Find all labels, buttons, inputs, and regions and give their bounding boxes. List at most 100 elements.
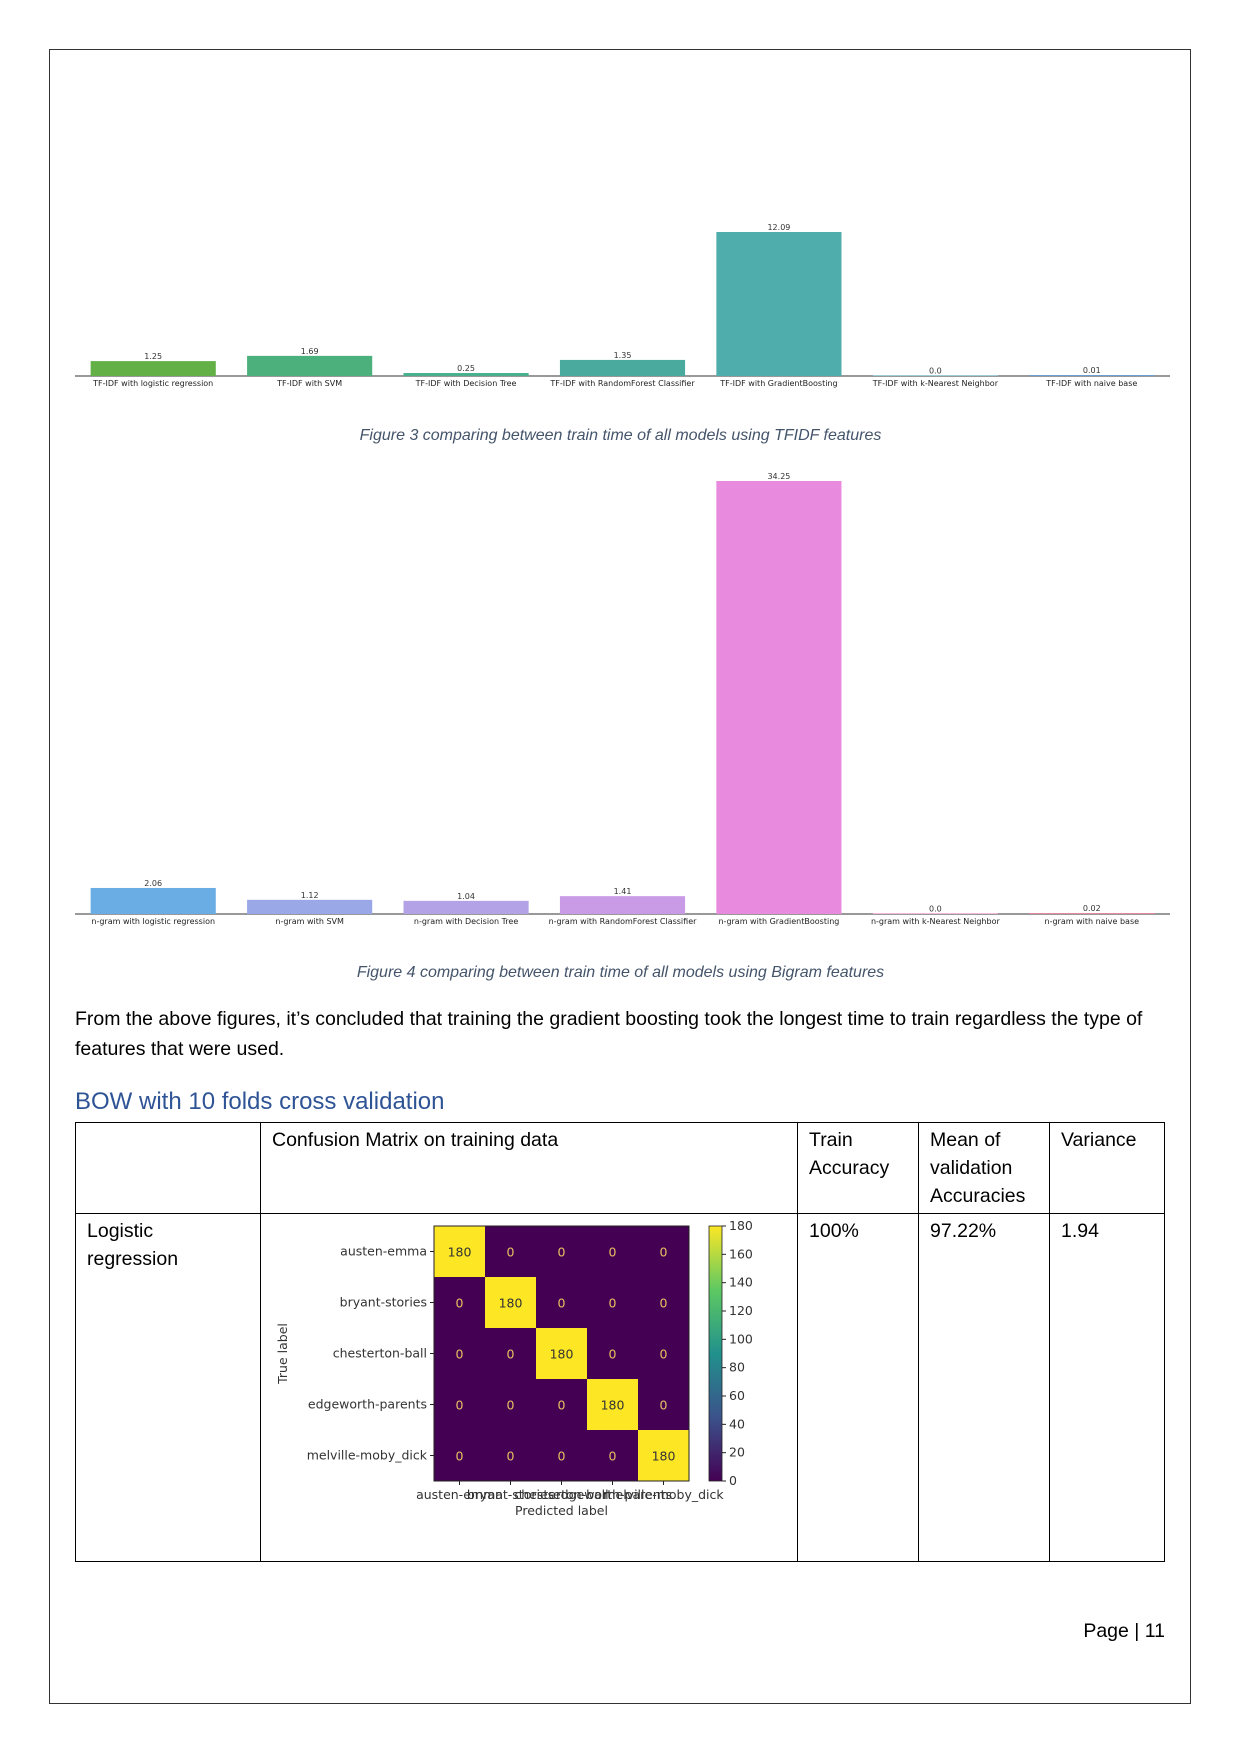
- confusion-matrix-svg: 180 0 0 0 0 0 180 0 0 0 0 0 180 0 0 0 0 0 180 0 0 0 0 0 180 auste…: [275, 1218, 753, 1518]
- figure-4-value-label: 2.06: [144, 879, 162, 888]
- cm-y-tick-label: chesterton-ball: [333, 1346, 427, 1361]
- cm-cell: [638, 1379, 689, 1430]
- figure-3-svg: 1.25 TF-IDF with logistic regression 1.69 T…: [75, 223, 1170, 388]
- figure-3-value-label: 1.69: [301, 347, 319, 356]
- figure-3-bar: [403, 373, 529, 376]
- figure-4-bar: [247, 899, 373, 914]
- cm-x-tick-label: bryant-stories: [467, 1487, 554, 1502]
- header-variance: Variance: [1049, 1122, 1165, 1214]
- figure-4-value-label: 1.41: [614, 887, 632, 896]
- table-row: Logistic regression 180 0 0 0 0 0 180 0 0 0 0 0 180 0…: [75, 1213, 1165, 1562]
- figure-4-tick-label: n-gram with SVM: [275, 917, 344, 926]
- cm-cell-value: 0: [558, 1449, 566, 1464]
- cm-cell: [485, 1328, 536, 1379]
- cm-cell: [536, 1277, 587, 1328]
- figure-3-tick-label: TF-IDF with Decision Tree: [415, 379, 517, 388]
- cm-y-tick-label: bryant-stories: [340, 1295, 427, 1310]
- page-number: Page | 11: [1083, 1620, 1165, 1642]
- cm-y-tick-label: melville-moby_dick: [307, 1448, 428, 1463]
- cm-cell-value: 0: [507, 1245, 515, 1260]
- colorbar-tick-label: 20: [729, 1445, 745, 1460]
- cm-cell: [638, 1277, 689, 1328]
- cm-cell: [587, 1379, 638, 1430]
- figure-4-chart: 2.06 n-gram with logistic regression 1.12 n…: [75, 470, 1170, 940]
- cm-cell-value: 0: [660, 1398, 668, 1413]
- figure-3-value-label: 0.0: [929, 366, 942, 375]
- figure-3-bar: [90, 361, 216, 376]
- figure-4-tick-label: n-gram with naive base: [1045, 917, 1140, 926]
- conclusion-paragraph: From the above figures, it’s concluded t…: [75, 1008, 1143, 1060]
- figure-4-tick-label: n-gram with logistic regression: [91, 917, 215, 926]
- figure-3-chart: 1.25 TF-IDF with logistic regression 1.69 T…: [75, 223, 1170, 395]
- cm-cell-value: 0: [507, 1347, 515, 1362]
- figure-4-value-label: 1.04: [457, 892, 475, 901]
- figure-4-value-label: 34.25: [767, 472, 790, 481]
- train-accuracy-cell: 100%: [797, 1213, 919, 1562]
- cm-cell-value: 180: [499, 1296, 523, 1311]
- cm-cell: [638, 1328, 689, 1379]
- cm-y-tick-label: austen-emma: [340, 1244, 427, 1259]
- cm-cell-value: 180: [448, 1245, 472, 1260]
- cm-cell-value: 0: [558, 1245, 566, 1260]
- figure-4-bar: [90, 887, 216, 914]
- colorbar-tick-label: 100: [729, 1331, 753, 1346]
- figure-4-value-label: 1.12: [301, 891, 319, 900]
- figure-3-value-label: 0.01: [1083, 366, 1101, 375]
- figure-3-value-label: 1.25: [144, 352, 162, 361]
- cm-cell: [485, 1379, 536, 1430]
- cm-cell-value: 0: [456, 1347, 464, 1362]
- figure-3-value-label: 0.25: [457, 364, 475, 373]
- cm-cell-value: 0: [609, 1296, 617, 1311]
- figure-3-tick-label: TF-IDF with k-Nearest Neighbor: [872, 379, 999, 388]
- cm-cell-value: 0: [456, 1449, 464, 1464]
- colorbar-tick-label: 120: [729, 1303, 753, 1318]
- figure-4-value-label: 0.0: [929, 904, 942, 913]
- cm-cell: [536, 1379, 587, 1430]
- figure-4-bar: [716, 481, 842, 914]
- confusion-matrix: 180 0 0 0 0 0 180 0 0 0 0 0 180 0 0 0 0 0 180 0 0 0 0 0 180 auste…: [261, 1218, 785, 1550]
- cm-cell: [485, 1430, 536, 1481]
- figure-3-bar: [559, 359, 686, 376]
- results-table: Confusion Matrix on training data Train …: [75, 1122, 1165, 1562]
- cm-x-tick-label: austen-emma: [416, 1487, 503, 1502]
- cm-cell: [485, 1277, 536, 1328]
- cm-cell-value: 0: [609, 1449, 617, 1464]
- header-mean-validation: Mean of validation Accuracies: [918, 1122, 1050, 1214]
- cm-y-axis-label: True label: [275, 1323, 290, 1385]
- cm-cell: [434, 1328, 485, 1379]
- cm-x-tick-label: chesterton-ball: [514, 1487, 608, 1502]
- cm-cell: [536, 1226, 587, 1277]
- table-header-row: Confusion Matrix on training data Train …: [75, 1122, 1165, 1214]
- header-empty-cell: [75, 1122, 261, 1214]
- cm-cell-value: 0: [507, 1398, 515, 1413]
- figure-4-tick-label: n-gram with Decision Tree: [414, 917, 518, 926]
- cm-cell-value: 0: [660, 1347, 668, 1362]
- cm-cell-value: 0: [609, 1245, 617, 1260]
- cm-cell: [587, 1430, 638, 1481]
- section-heading: BOW with 10 folds cross validation: [75, 1088, 445, 1115]
- figure-3-value-label: 1.35: [614, 351, 632, 360]
- cm-cell: [587, 1226, 638, 1277]
- mean-validation-cell: 97.22%: [918, 1213, 1050, 1562]
- figure-4-value-label: 0.02: [1083, 904, 1101, 913]
- page-border: [49, 49, 1191, 1704]
- figure-4-tick-label: n-gram with GradientBoosting: [718, 917, 839, 926]
- figure-4-svg: 2.06 n-gram with logistic regression 1.12 n…: [75, 472, 1170, 926]
- cm-cell-value: 0: [456, 1296, 464, 1311]
- cm-cell-value: 0: [660, 1296, 668, 1311]
- cm-cell-value: 180: [652, 1449, 676, 1464]
- cm-cell: [434, 1430, 485, 1481]
- cm-cell: [536, 1328, 587, 1379]
- figure-3-bar: [1029, 375, 1155, 376]
- cm-cell-value: 0: [456, 1398, 464, 1413]
- figure-4-bar: [403, 900, 529, 914]
- confusion-matrix-cell: 180 0 0 0 0 0 180 0 0 0 0 0 180 0 0 0 0 0 180 0 0 0 0 0 180 auste…: [260, 1213, 798, 1562]
- figure-3-tick-label: TF-IDF with GradientBoosting: [719, 379, 837, 388]
- cm-cell: [638, 1430, 689, 1481]
- colorbar: [708, 1225, 723, 1482]
- cm-y-tick-label: edgeworth-parents: [308, 1397, 427, 1412]
- variance-cell: 1.94: [1049, 1213, 1165, 1562]
- cm-cell: [587, 1328, 638, 1379]
- colorbar-tick-label: 140: [729, 1275, 753, 1290]
- figure-4-tick-label: n-gram with RandomForest Classifier: [549, 917, 698, 926]
